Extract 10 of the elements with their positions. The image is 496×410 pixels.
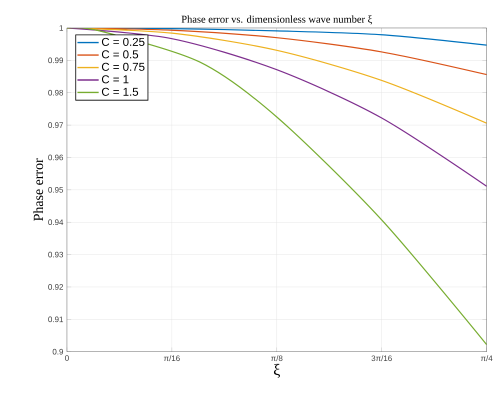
legend-label: C = 0.25 [102,38,144,46]
line-series [66,28,487,346]
x-axis-title: ξ [274,364,280,378]
legend-label: C = 0.5 [102,50,138,59]
line-series [66,28,487,188]
legend-label: C = 1 [102,75,128,84]
chart-title: Phase error vs. dimensionless wave number ξ [182,16,372,25]
y-axis-title: Phase error [33,158,44,222]
legend-label: C = 1.5 [102,88,138,96]
legend-label: C = 0.75 [102,62,144,72]
